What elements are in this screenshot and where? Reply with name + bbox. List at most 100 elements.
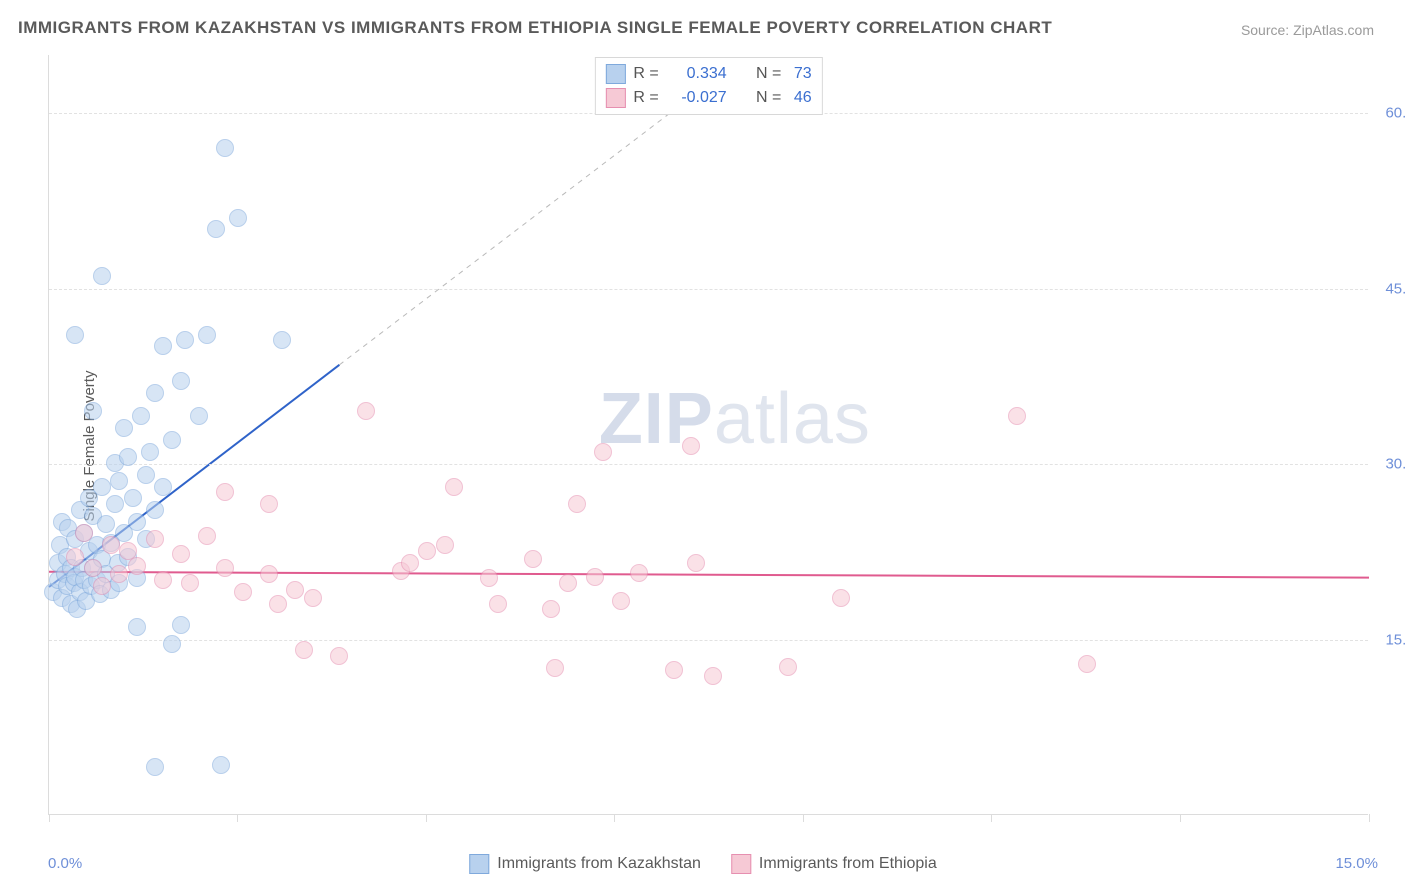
data-point [216, 483, 234, 501]
data-point [542, 600, 560, 618]
source-label: Source: ZipAtlas.com [1241, 22, 1374, 38]
data-point [682, 437, 700, 455]
y-tick-label: 60.0% [1385, 105, 1406, 122]
data-point [216, 559, 234, 577]
data-point [93, 478, 111, 496]
data-point [93, 577, 111, 595]
legend-label: Immigrants from Kazakhstan [497, 855, 701, 873]
data-point [269, 595, 287, 613]
x-tick [426, 814, 427, 822]
x-tick [1180, 814, 1181, 822]
data-point [110, 472, 128, 490]
data-point [172, 372, 190, 390]
data-point [559, 574, 577, 592]
data-point [229, 209, 247, 227]
data-point [163, 431, 181, 449]
data-point [146, 530, 164, 548]
data-point [172, 616, 190, 634]
data-point [234, 583, 252, 601]
r-value: 0.334 [667, 62, 727, 86]
x-tick [1369, 814, 1370, 822]
data-point [832, 589, 850, 607]
data-point [66, 548, 84, 566]
data-point [141, 443, 159, 461]
data-point [212, 756, 230, 774]
data-point [146, 501, 164, 519]
x-tick [49, 814, 50, 822]
data-point [75, 524, 93, 542]
data-point [436, 536, 454, 554]
data-point [154, 478, 172, 496]
data-point [198, 326, 216, 344]
data-point [260, 565, 278, 583]
y-tick-label: 15.0% [1385, 631, 1406, 648]
n-value: 46 [789, 86, 811, 110]
data-point [216, 139, 234, 157]
data-point [401, 554, 419, 572]
watermark: ZIPatlas [599, 378, 871, 460]
data-point [124, 489, 142, 507]
data-point [132, 407, 150, 425]
x-axis-min-label: 0.0% [48, 855, 82, 872]
data-point [176, 331, 194, 349]
stats-legend: R = 0.334 N = 73 R = -0.027 N = 46 [594, 57, 822, 115]
data-point [273, 331, 291, 349]
data-point [445, 478, 463, 496]
data-point [489, 595, 507, 613]
data-point [93, 267, 111, 285]
data-point [66, 326, 84, 344]
data-point [154, 571, 172, 589]
n-label: N = [743, 86, 782, 110]
r-value: -0.027 [667, 86, 727, 110]
data-point [357, 402, 375, 420]
data-point [106, 495, 124, 513]
data-point [97, 515, 115, 533]
data-point [181, 574, 199, 592]
data-point [84, 402, 102, 420]
data-point [304, 589, 322, 607]
x-tick [614, 814, 615, 822]
n-label: N = [743, 62, 782, 86]
data-point [630, 564, 648, 582]
data-point [115, 419, 133, 437]
data-point [154, 337, 172, 355]
plot-area: ZIPatlas 15.0%30.0%45.0%60.0%R =0.334 N … [48, 55, 1368, 815]
data-point [110, 565, 128, 583]
data-point [295, 641, 313, 659]
data-point [1008, 407, 1026, 425]
x-tick [991, 814, 992, 822]
data-point [198, 527, 216, 545]
data-point [418, 542, 436, 560]
data-point [84, 559, 102, 577]
data-point [524, 550, 542, 568]
legend-swatch [605, 64, 625, 84]
stats-legend-row: R = -0.027 N = 46 [605, 86, 811, 110]
data-point [137, 466, 155, 484]
legend-item: Immigrants from Ethiopia [731, 854, 937, 874]
x-tick [803, 814, 804, 822]
data-point [480, 569, 498, 587]
data-point [568, 495, 586, 513]
x-axis-max-label: 15.0% [1335, 855, 1378, 872]
data-point [779, 658, 797, 676]
gridline [49, 289, 1368, 290]
y-tick-label: 30.0% [1385, 456, 1406, 473]
watermark-light: atlas [714, 379, 871, 459]
stats-legend-row: R = 0.334 N = 73 [605, 62, 811, 86]
x-tick [237, 814, 238, 822]
legend-swatch [469, 854, 489, 874]
data-point [190, 407, 208, 425]
r-label: R = [633, 62, 658, 86]
data-point [546, 659, 564, 677]
n-value: 73 [789, 62, 811, 86]
gridline [49, 640, 1368, 641]
legend-label: Immigrants from Ethiopia [759, 855, 937, 873]
data-point [128, 557, 146, 575]
data-point [687, 554, 705, 572]
data-point [612, 592, 630, 610]
data-point [128, 618, 146, 636]
gridline [49, 464, 1368, 465]
data-point [163, 635, 181, 653]
r-label: R = [633, 86, 658, 110]
data-point [128, 513, 146, 531]
